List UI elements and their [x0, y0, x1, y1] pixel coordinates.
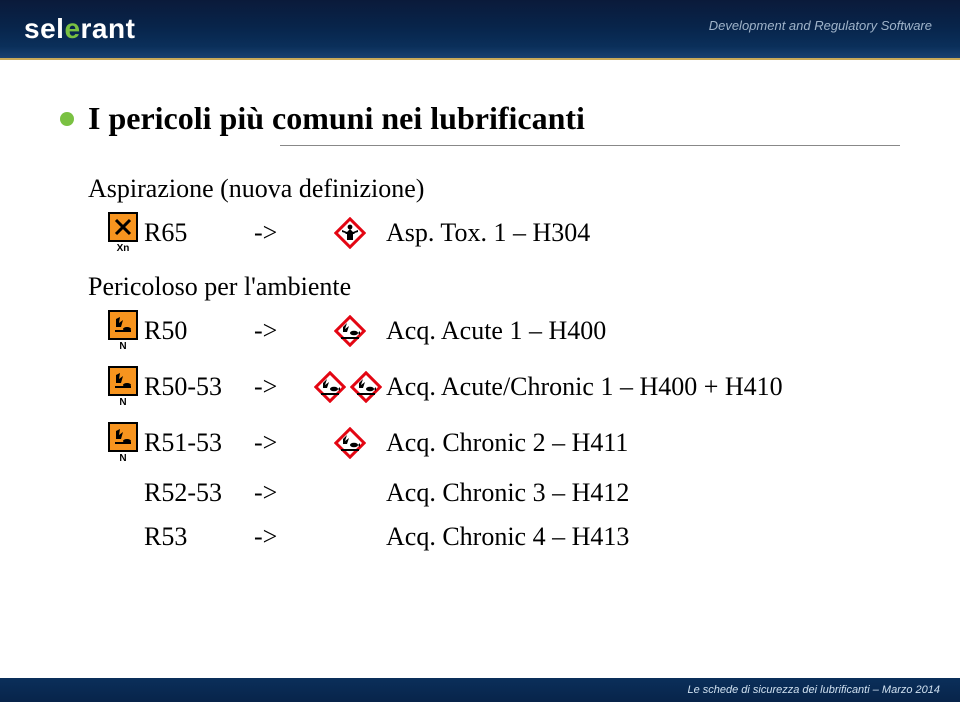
- ghs-env-icon: [350, 371, 382, 403]
- arrow: ->: [254, 218, 314, 248]
- r-code: R53: [144, 522, 254, 552]
- bullet-icon: [60, 112, 74, 126]
- old-hazard-letter: N: [119, 397, 126, 408]
- logo-accent: e: [64, 13, 80, 44]
- page-title: I pericoli più comuni nei lubrificanti: [88, 100, 585, 137]
- tagline: Development and Regulatory Software: [709, 18, 932, 33]
- ghs-picto-group: [314, 217, 386, 249]
- old-hazard-icon: [108, 422, 138, 452]
- arrow: ->: [254, 522, 314, 552]
- hazard-row: R53-> Acq. Chronic 4 – H413: [108, 522, 900, 552]
- hazard-label: Asp. Tox. 1 – H304: [386, 218, 900, 248]
- arrow: ->: [254, 316, 314, 346]
- old-hazard-picto: Xn: [108, 212, 138, 254]
- ghs-env-icon: [334, 315, 366, 347]
- arrow: ->: [254, 428, 314, 458]
- header-bar: selerant Development and Regulatory Soft…: [0, 0, 960, 58]
- footer-text: Le schede di sicurezza dei lubrificanti …: [687, 684, 940, 696]
- hazard-row: N R50-> Acq. Acute 1 – H400: [108, 310, 900, 352]
- old-hazard-icon: [108, 366, 138, 396]
- old-hazard-letter: N: [119, 453, 126, 464]
- old-hazard-picto: N: [108, 366, 138, 408]
- logo-suffix: rant: [81, 13, 136, 44]
- ghs-picto-group: [314, 315, 386, 347]
- arrow: ->: [254, 478, 314, 508]
- ghs-picto-group: [314, 427, 386, 459]
- hazard-label: Acq. Chronic 2 – H411: [386, 428, 900, 458]
- hazard-label: Acq. Chronic 4 – H413: [386, 522, 900, 552]
- r-code: R50-53: [144, 372, 254, 402]
- section-aspirazione: Aspirazione (nuova definizione): [88, 174, 900, 204]
- ghs-env-icon: [334, 427, 366, 459]
- r-code: R52-53: [144, 478, 254, 508]
- ghs-env-icon: [314, 371, 346, 403]
- logo: selerant: [24, 13, 135, 45]
- hazard-label: Acq. Acute 1 – H400: [386, 316, 900, 346]
- hazard-row: N R50-53-> Acq. Acute/Chronic 1 – H400 + H…: [108, 366, 900, 408]
- old-hazard-letter: N: [119, 341, 126, 352]
- ghs-health-icon: [334, 217, 366, 249]
- hazard-row: Xn R65-> Asp. Tox. 1 – H304: [108, 212, 900, 254]
- old-hazard-icon: [108, 212, 138, 242]
- section-ambiente: Pericoloso per l'ambiente: [88, 272, 900, 302]
- arrow: ->: [254, 372, 314, 402]
- r-code: R51-53: [144, 428, 254, 458]
- title-underline: [280, 145, 900, 146]
- old-hazard-picto: N: [108, 310, 138, 352]
- old-hazard-picto: N: [108, 422, 138, 464]
- hazard-row: R52-53-> Acq. Chronic 3 – H412: [108, 478, 900, 508]
- hazard-label: Acq. Chronic 3 – H412: [386, 478, 900, 508]
- ghs-picto-group: [314, 371, 386, 403]
- r-code: R65: [144, 218, 254, 248]
- logo-prefix: sel: [24, 13, 64, 44]
- r-code: R50: [144, 316, 254, 346]
- hazard-label: Acq. Acute/Chronic 1 – H400 + H410: [386, 372, 900, 402]
- hazard-row: N R51-53-> Acq. Chronic 2 – H411: [108, 422, 900, 464]
- old-hazard-icon: [108, 310, 138, 340]
- old-hazard-letter: Xn: [117, 243, 130, 254]
- title-row: I pericoli più comuni nei lubrificanti: [60, 100, 900, 137]
- footer-bar: Le schede di sicurezza dei lubrificanti …: [0, 678, 960, 702]
- content-area: I pericoli più comuni nei lubrificanti A…: [0, 60, 960, 552]
- logo-text: selerant: [24, 13, 135, 45]
